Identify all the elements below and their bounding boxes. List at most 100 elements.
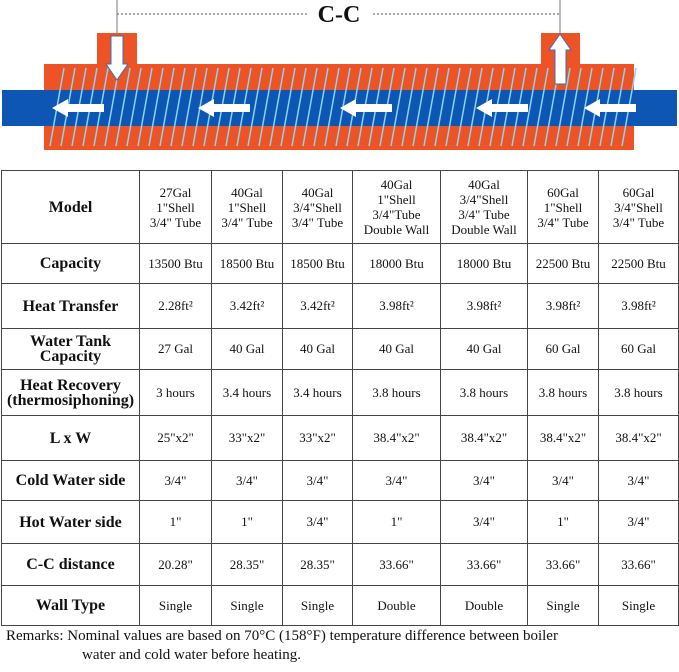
cell-line: 33"x2" <box>299 430 336 445</box>
cell-line: 3/4"Shell <box>614 199 663 215</box>
cell-line: 3/4" Tube <box>149 214 202 230</box>
table-cell: 13500 Btu <box>139 243 212 284</box>
coil-turn <box>126 67 142 147</box>
table-cell: Double <box>440 585 528 626</box>
cell-line: 40 Gal <box>466 341 502 356</box>
cell-line: 27 Gal <box>157 341 194 356</box>
coil-turn <box>412 67 428 147</box>
table-cell: Single <box>282 585 353 626</box>
cell-line: Double Wall <box>363 222 430 237</box>
cell-line: 18000 Btu <box>369 255 424 271</box>
cell-line: 60Gal <box>622 184 655 200</box>
table-cell: 3/4" <box>527 460 599 501</box>
table-cell: 60 Gal <box>598 328 679 370</box>
cell-line: 1" <box>241 514 253 529</box>
row-label: Heat Transfer <box>1 283 140 329</box>
coil-turn <box>269 67 285 147</box>
table-cell: 1" <box>139 500 212 544</box>
row-label: Water Tank Capacity <box>1 328 140 370</box>
coil-turn <box>115 67 131 147</box>
table-cell: 40Gal 3/4"Shell 3/4" Tube Double Wall <box>440 170 528 244</box>
coil-turn <box>181 67 197 147</box>
coil-turn <box>313 67 329 147</box>
spec-table: Model 27Gal 1"Shell 3/4" Tube 40Gal 1"Shell 3/… <box>1 170 679 626</box>
coil-turn <box>104 67 120 147</box>
table-cell: 40 Gal <box>440 328 528 370</box>
cell-line: 22500 Btu <box>535 255 591 271</box>
cell-line: 1" <box>169 514 182 529</box>
cell-line: 33.66" <box>466 556 502 572</box>
coil-turn <box>280 67 296 147</box>
table-cell: 33.66" <box>440 543 528 586</box>
cell-line: 20.28" <box>158 556 193 572</box>
cell-line: 28.35" <box>229 556 265 572</box>
coil-turn <box>401 67 417 147</box>
table-cell: 60 Gal <box>527 328 599 370</box>
coil-pattern <box>49 67 637 147</box>
cc-label: C-C <box>318 2 361 28</box>
cold-inlet-arrow <box>105 35 129 81</box>
table-cell: 28.35" <box>211 543 283 586</box>
table-row: Model 27Gal 1"Shell 3/4" Tube 40Gal 1"Shell 3/… <box>1 170 679 244</box>
table-cell: 33.66" <box>352 543 441 586</box>
table-cell: 40Gal 1"Shell 3/4"Tube Double Wall <box>352 170 441 244</box>
table-cell: 3.8 hours <box>527 369 599 416</box>
row-label-line: (thermosiphoning) <box>6 391 135 409</box>
row-label: Hot Water side <box>1 500 140 544</box>
table-row: Water Tank Capacity 27 Gal 40 Gal 40 Gal 40 G… <box>1 328 679 370</box>
cell-line: 40 Gal <box>299 341 336 356</box>
remarks-line-1: Remarks: Nominal values are based on 70°… <box>6 628 558 644</box>
table-cell: Double <box>352 585 441 626</box>
cell-line: 28.35" <box>300 556 335 572</box>
cell-line: 3/4" Tube <box>537 214 589 230</box>
cell-line: 3/4"Shell <box>293 199 342 215</box>
cell-line: 38.4"x2" <box>539 430 587 445</box>
cell-line: 3/4" <box>306 514 329 529</box>
cell-line: 40 Gal <box>229 341 265 356</box>
cell-line: 27Gal <box>159 184 192 200</box>
row-label: Wall Type <box>1 585 140 626</box>
cell-line: Double Wall <box>451 222 517 237</box>
cell-line: 40Gal <box>468 177 500 192</box>
table-cell: Single <box>598 585 679 626</box>
cell-line: 3/4" <box>236 472 258 488</box>
coil-turn <box>577 67 593 147</box>
table-cell: 3.42ft² <box>282 283 353 329</box>
table-cell: 3.98ft² <box>527 283 599 329</box>
table-cell: 3.42ft² <box>211 283 283 329</box>
coil-turn <box>247 67 263 147</box>
cell-line: 3/4" Tube <box>458 207 510 222</box>
table-cell: 40 Gal <box>211 328 283 370</box>
cell-line: 60Gal <box>547 184 579 200</box>
coil-turn <box>137 67 153 147</box>
table-cell: 1" <box>352 500 441 544</box>
cell-line: 3.8 hours <box>459 384 509 400</box>
table-cell: 3.8 hours <box>352 369 441 416</box>
cell-line: 1" <box>557 514 569 529</box>
cell-line: 38.4"x2" <box>615 430 662 445</box>
table-cell: 27 Gal <box>139 328 212 370</box>
row-label-line: Heat Recovery <box>20 376 121 394</box>
table-cell: 3/4" <box>352 460 441 501</box>
cell-line: 3/4" <box>473 472 495 488</box>
coil-turn <box>423 67 439 147</box>
cell-line: 38.4"x2" <box>373 430 420 445</box>
table-cell: 40Gal 1"Shell 3/4" Tube <box>211 170 283 244</box>
cell-line: 3.42ft² <box>300 298 335 313</box>
cell-line: Single <box>300 597 335 613</box>
table-cell: 18500 Btu <box>211 243 283 284</box>
row-label: Capacity <box>1 243 140 284</box>
cell-line: 25"x2" <box>157 430 194 445</box>
coil-turn <box>390 67 406 147</box>
coil-turn <box>522 67 538 147</box>
cell-line: 3.98ft² <box>621 298 656 313</box>
table-row: Cold Water side 3/4" 3/4" 3/4" 3/4" 3/4" 3/4" 3… <box>1 460 679 501</box>
table-cell: 3.98ft² <box>598 283 679 329</box>
cell-line: 33.66" <box>379 556 414 572</box>
cell-line: 3 hours <box>156 384 195 400</box>
coil-turn <box>324 67 340 147</box>
table-cell: 33.66" <box>598 543 679 586</box>
cell-line: 3/4" <box>473 514 495 529</box>
table-cell: 1" <box>527 500 599 544</box>
cell-line: 60 Gal <box>545 341 581 356</box>
